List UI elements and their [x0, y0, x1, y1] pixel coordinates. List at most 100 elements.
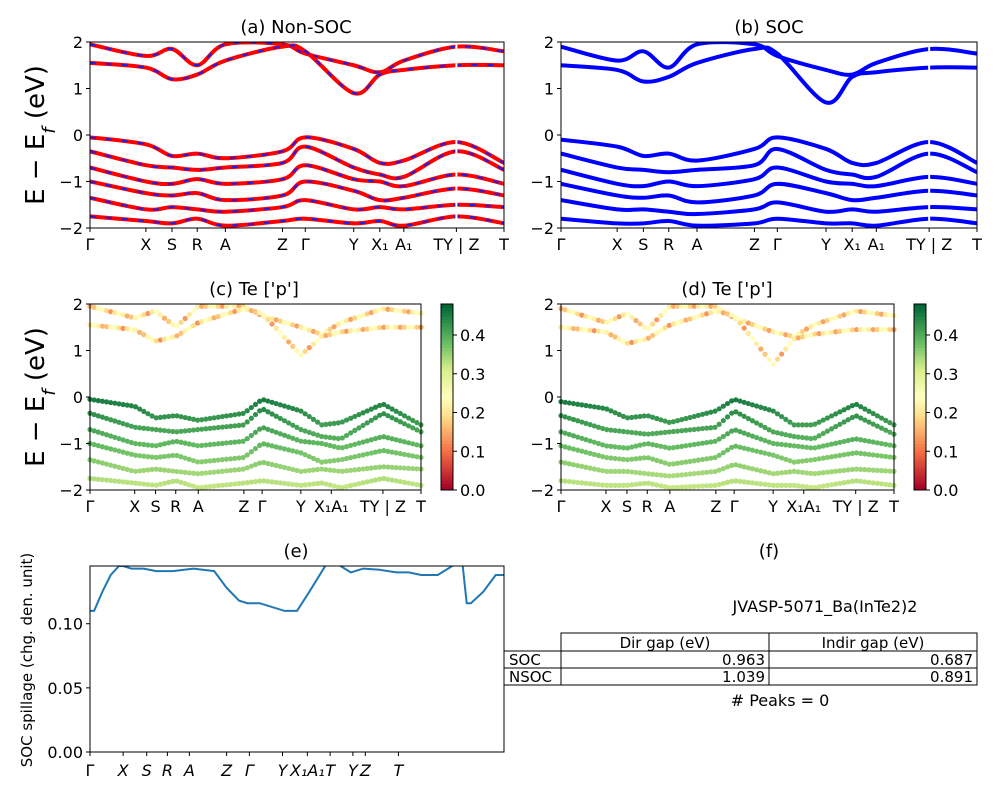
projected-point [335, 329, 341, 336]
projected-point [215, 441, 221, 447]
projected-point [298, 352, 304, 358]
projected-point [108, 477, 114, 484]
projected-point [620, 338, 627, 345]
projected-point [858, 404, 864, 410]
colorbar-segment [914, 338, 926, 342]
projected-point [360, 452, 366, 458]
projected-point [244, 465, 250, 471]
projected-point [816, 331, 822, 337]
projected-point [372, 449, 379, 455]
colorbar-segment [914, 313, 926, 317]
projected-point [112, 434, 118, 440]
colorbar-segment [914, 381, 926, 386]
projected-point [795, 434, 801, 440]
projected-point [120, 421, 126, 427]
projected-point [199, 459, 205, 465]
projected-point [319, 480, 325, 486]
projected-point [766, 470, 772, 476]
projected-point [803, 484, 810, 490]
projected-point [157, 442, 163, 448]
projected-point [595, 481, 602, 488]
projected-point [352, 441, 358, 447]
projected-point [625, 468, 631, 475]
projected-point [120, 449, 126, 455]
projected-point [687, 414, 693, 421]
projected-point [612, 427, 618, 434]
projected-point [849, 466, 855, 473]
projected-point [620, 468, 627, 474]
projected-point [145, 426, 151, 432]
projected-point [128, 480, 134, 486]
colorbar-segment [441, 455, 453, 460]
projected-point [228, 439, 234, 446]
projected-point [95, 323, 101, 329]
pe-xtick-label: Γ [245, 761, 255, 780]
colorbar-segment [441, 424, 453, 429]
pa-frame [89, 41, 505, 229]
projected-point [612, 468, 618, 474]
projected-point [687, 316, 693, 322]
projected-point [699, 440, 706, 446]
projected-point [858, 450, 864, 457]
projected-point [290, 405, 296, 412]
projected-point [612, 315, 618, 322]
projected-point [699, 303, 706, 309]
projected-point [841, 328, 847, 334]
projected-point [645, 413, 652, 419]
projected-point [203, 317, 209, 323]
projected-point [257, 398, 263, 404]
projected-point [878, 326, 885, 333]
projected-point [704, 469, 710, 475]
projected-point [269, 321, 275, 327]
projected-point [883, 453, 889, 460]
projected-point [410, 425, 416, 431]
projected-point [149, 442, 155, 449]
projected-point [174, 468, 180, 475]
projected-point [591, 451, 597, 458]
colorbar-segment [441, 471, 453, 475]
projected-point [837, 313, 843, 319]
projected-point [99, 414, 106, 420]
projected-point [791, 459, 797, 465]
projected-point [579, 402, 585, 408]
projected-point [124, 422, 130, 428]
projected-point [658, 443, 664, 449]
pe-xtick-label: Z [220, 761, 233, 780]
projected-point [679, 460, 685, 466]
projected-point [633, 481, 639, 487]
projected-point [720, 450, 726, 456]
projected-point [327, 331, 333, 338]
projected-point [828, 426, 835, 432]
colorbar-segment [441, 347, 453, 351]
projected-point [211, 315, 217, 321]
projected-point [679, 416, 685, 423]
projected-point [845, 437, 851, 444]
projected-point [124, 479, 130, 485]
projected-point [368, 309, 374, 316]
projected-point [103, 432, 110, 438]
colorbar-segment [441, 313, 453, 317]
projected-point [286, 465, 292, 472]
projected-point [116, 311, 122, 317]
projected-point [145, 442, 151, 448]
projected-point [116, 325, 122, 331]
projected-point [116, 448, 122, 454]
projected-point [364, 420, 370, 426]
projected-point [579, 463, 585, 470]
projected-point [704, 439, 710, 446]
projected-point [858, 478, 864, 484]
projected-point [219, 457, 225, 463]
projected-point [591, 481, 597, 487]
projected-point [401, 308, 408, 314]
projected-point [683, 459, 689, 465]
projected-point [679, 472, 685, 478]
projected-point [194, 484, 201, 491]
projected-point [410, 481, 416, 487]
projected-point [306, 439, 312, 445]
projected-point [128, 314, 134, 320]
projected-point [787, 419, 793, 425]
colorbar-segment [441, 341, 453, 345]
projected-point [616, 411, 622, 418]
projected-point [166, 440, 172, 446]
